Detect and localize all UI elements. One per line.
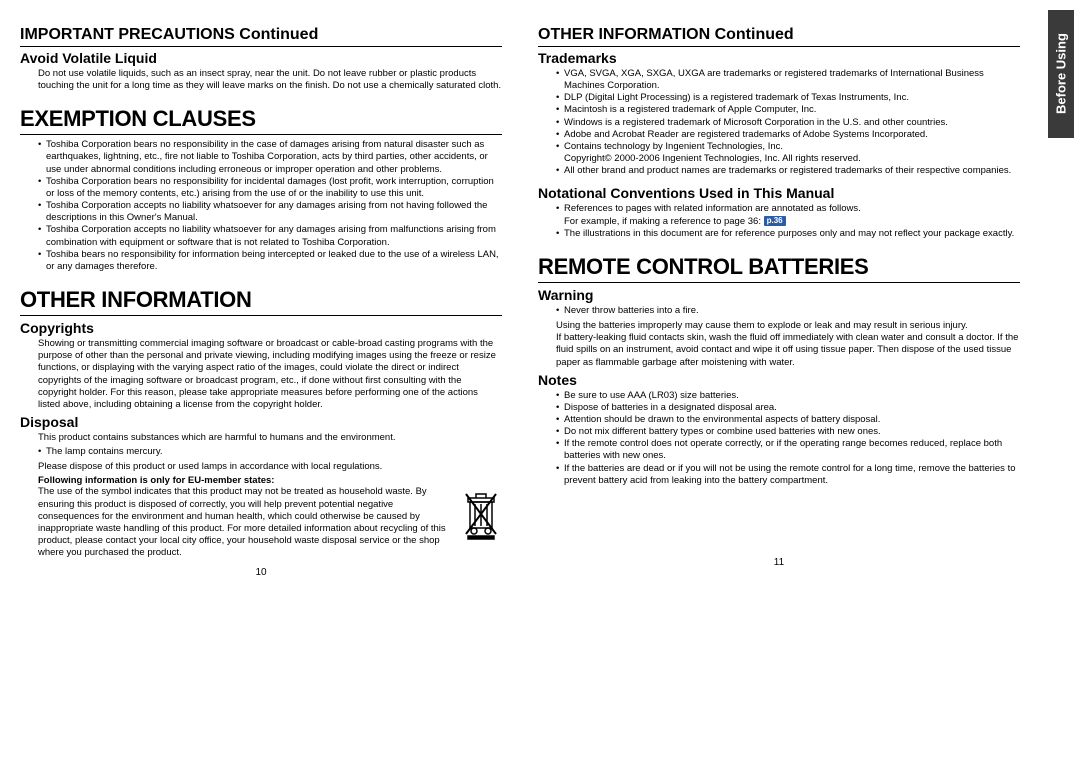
weee-bin-icon xyxy=(460,488,502,540)
exemption-item: Toshiba Corporation accepts no liability… xyxy=(38,200,502,224)
page-number-left: 10 xyxy=(20,567,502,578)
trademark-item: Adobe and Acrobat Reader are registered … xyxy=(556,129,1020,141)
notes-list: Be sure to use AAA (LR03) size batteries… xyxy=(538,390,1020,487)
other-info-heading: Other Information xyxy=(20,287,502,316)
notation-text: For example, if making a reference to pa… xyxy=(564,216,764,227)
exemption-item: Toshiba Corporation accepts no liability… xyxy=(38,224,502,248)
trademark-item: DLP (Digital Light Processing) is a regi… xyxy=(556,92,1020,104)
disposal-bullet-list: The lamp contains mercury. xyxy=(20,446,502,458)
avoid-volatile-text: Do not use volatile liquids, such as an … xyxy=(20,68,502,92)
page-number-right: 11 xyxy=(538,557,1020,568)
trademarks-list: VGA, SVGA, XGA, SXGA, UXGA are trademark… xyxy=(538,68,1020,177)
notation-item: References to pages with related informa… xyxy=(556,203,1020,227)
notes-item: If the batteries are dead or if you will… xyxy=(556,463,1020,487)
copyrights-heading: Copyrights xyxy=(20,320,502,336)
right-page: OTHER INFORMATION Continued Trademarks V… xyxy=(520,20,1030,578)
notes-item: Attention should be drawn to the environ… xyxy=(556,414,1020,426)
disposal-text2: Please dispose of this product or used l… xyxy=(20,461,502,473)
notes-item: Do not mix different battery types or co… xyxy=(556,426,1020,438)
avoid-volatile-heading: Avoid Volatile Liquid xyxy=(20,50,502,66)
notational-heading: Notational Conventions Used in This Manu… xyxy=(538,185,1020,201)
trademark-item: All other brand and product names are tr… xyxy=(556,165,1020,177)
warning-heading: Warning xyxy=(538,287,1020,303)
disposal-intro: This product contains substances which a… xyxy=(20,432,502,444)
notes-item: Dispose of batteries in a designated dis… xyxy=(556,402,1020,414)
page-ref-badge: p.36 xyxy=(764,216,786,226)
notation-item: The illustrations in this document are f… xyxy=(556,228,1020,240)
exemption-item: Toshiba bears no responsibility for info… xyxy=(38,249,502,273)
precautions-heading: IMPORTANT PRECAUTIONS Continued xyxy=(20,26,502,47)
notation-list: References to pages with related informa… xyxy=(538,203,1020,239)
copyrights-text: Showing or transmitting commercial imagi… xyxy=(20,338,502,411)
warning-text: Using the batteries improperly may cause… xyxy=(538,320,1020,369)
remote-batteries-heading: Remote Control Batteries xyxy=(538,254,1020,283)
trademark-item: VGA, SVGA, XGA, SXGA, UXGA are trademark… xyxy=(556,68,1020,92)
notes-heading: Notes xyxy=(538,372,1020,388)
disposal-heading: Disposal xyxy=(20,414,502,430)
disposal-bullet: The lamp contains mercury. xyxy=(38,446,502,458)
other-info-cont-heading: OTHER INFORMATION Continued xyxy=(538,26,1020,47)
disposal-eu-text: The use of the symbol indicates that thi… xyxy=(38,486,452,559)
trademarks-heading: Trademarks xyxy=(538,50,1020,66)
warning-bullet-list: Never throw batteries into a fire. xyxy=(538,305,1020,317)
eu-note: Following information is only for EU-mem… xyxy=(20,475,502,486)
trademark-item: Contains technology by Ingenient Technol… xyxy=(556,141,1020,165)
notation-text: References to pages with related informa… xyxy=(564,203,861,214)
side-tab: Before Using xyxy=(1048,10,1074,138)
exemption-item: Toshiba Corporation bears no responsibil… xyxy=(38,139,502,175)
trademark-item: Windows is a registered trademark of Mic… xyxy=(556,117,1020,129)
warning-bullet: Never throw batteries into a fire. xyxy=(556,305,1020,317)
exemption-item: Toshiba Corporation bears no responsibil… xyxy=(38,176,502,200)
exemption-list: Toshiba Corporation bears no responsibil… xyxy=(20,139,502,273)
left-page: IMPORTANT PRECAUTIONS Continued Avoid Vo… xyxy=(20,20,520,578)
exemption-heading: Exemption Clauses xyxy=(20,106,502,135)
notes-item: Be sure to use AAA (LR03) size batteries… xyxy=(556,390,1020,402)
notes-item: If the remote control does not operate c… xyxy=(556,438,1020,462)
page-spread: IMPORTANT PRECAUTIONS Continued Avoid Vo… xyxy=(0,0,1040,588)
trademark-item: Macintosh is a registered trademark of A… xyxy=(556,104,1020,116)
